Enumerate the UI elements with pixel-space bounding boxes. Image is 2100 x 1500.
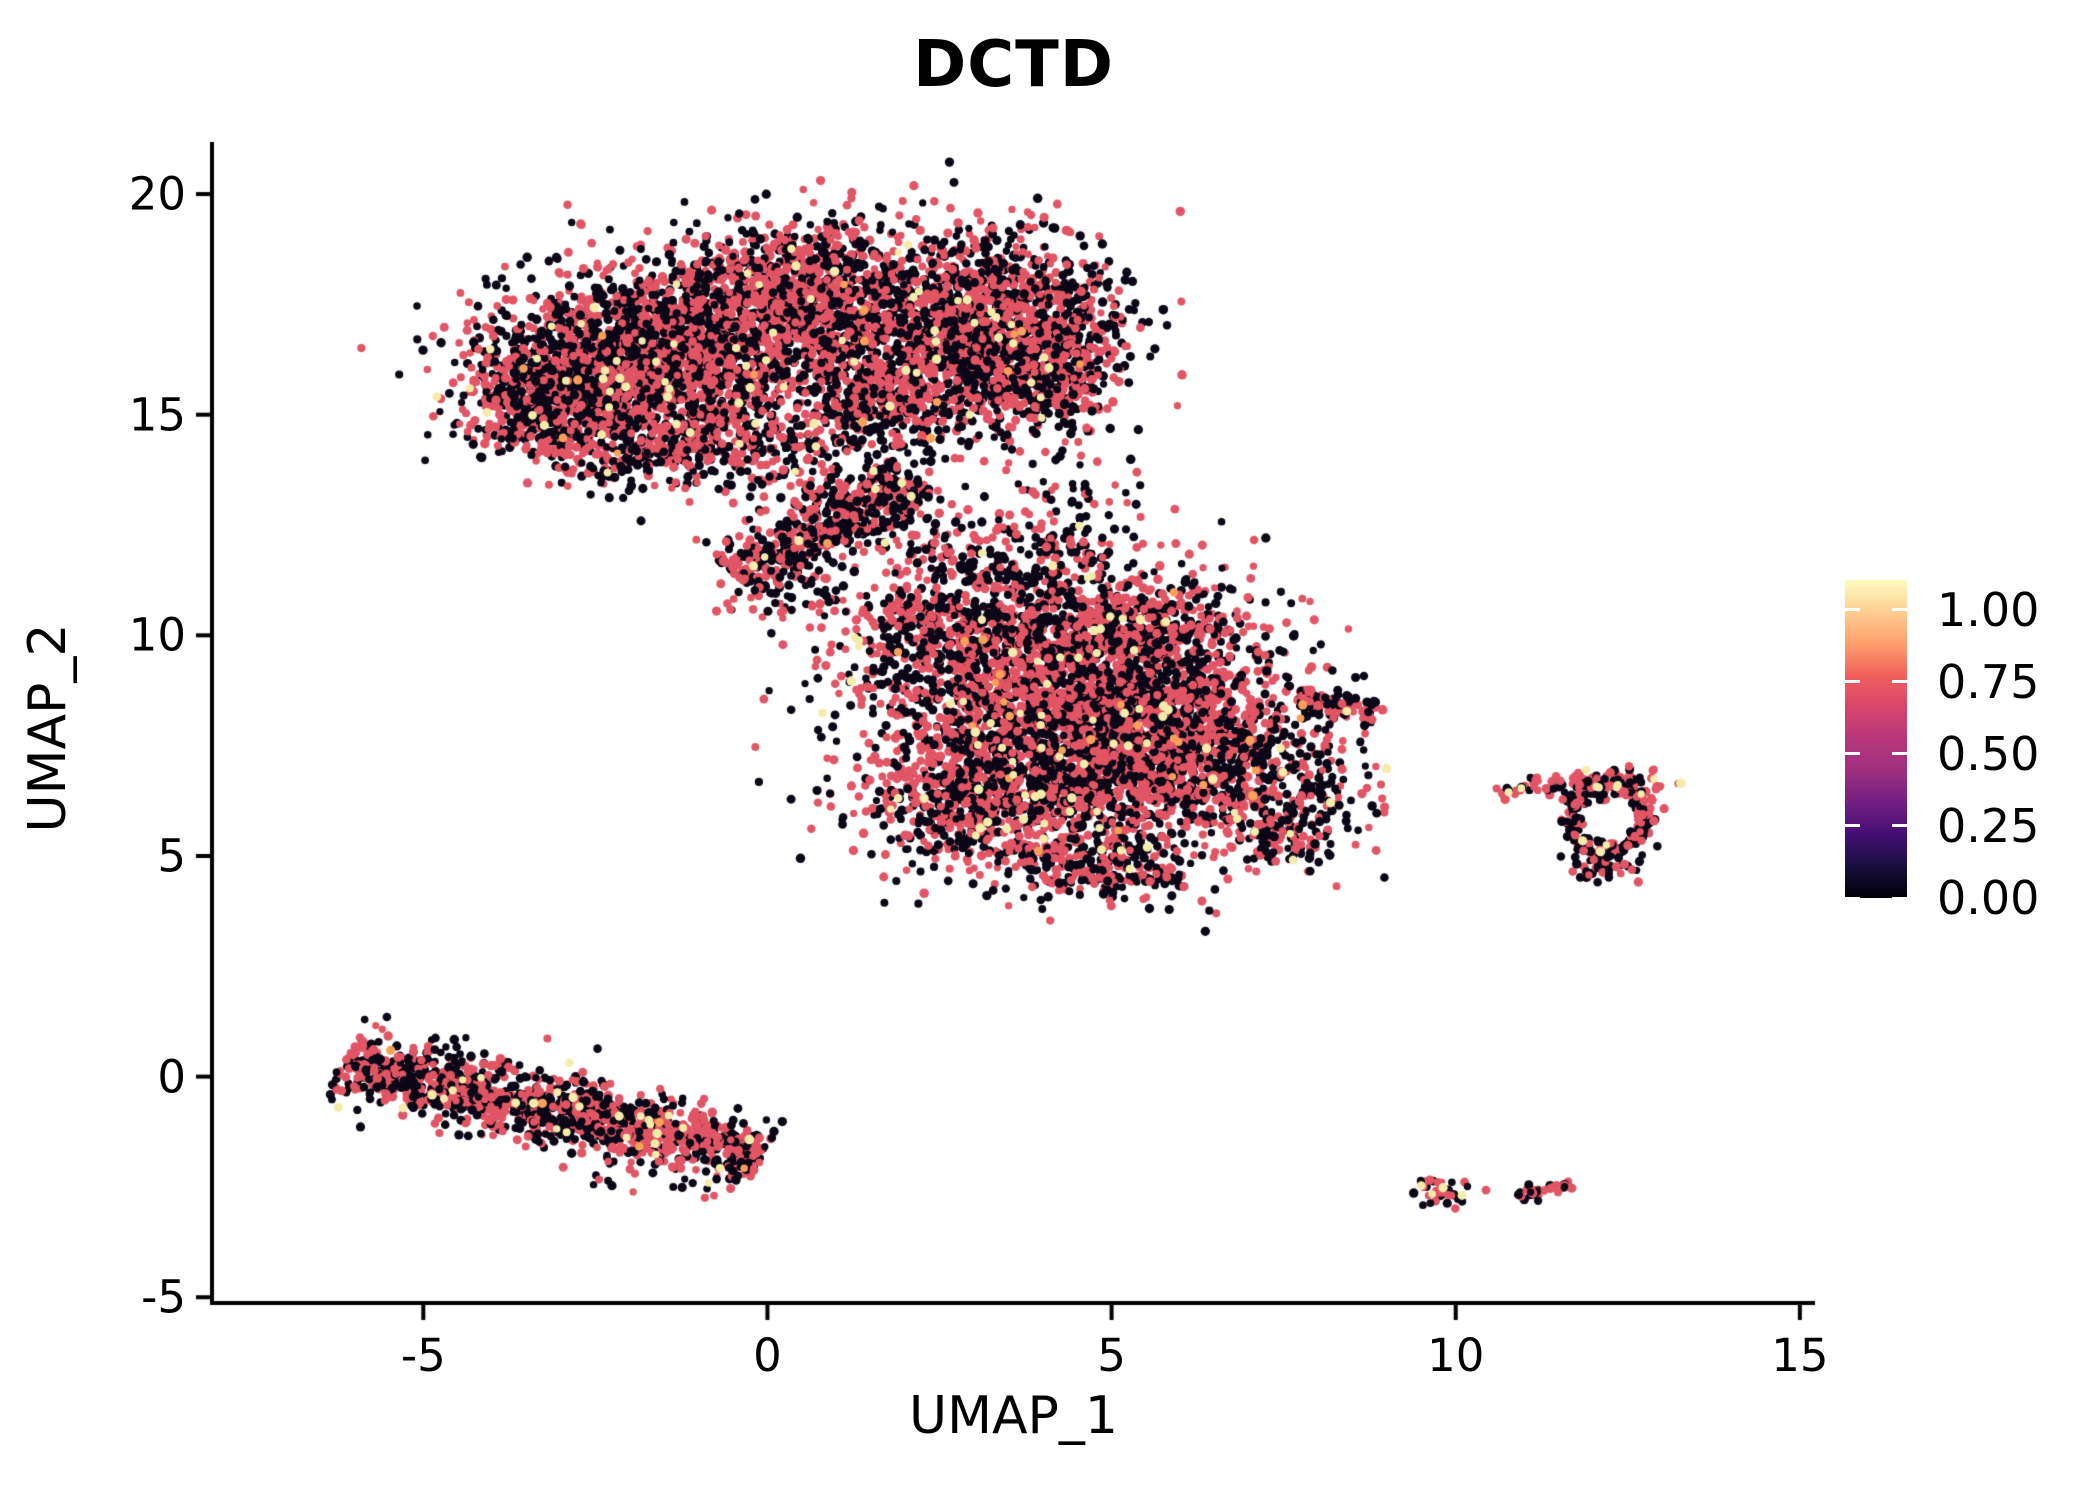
y-tick-label: 5 bbox=[157, 829, 186, 883]
colorbar-tick-mark bbox=[1845, 752, 1860, 756]
colorbar-tick-label: 0.50 bbox=[1937, 726, 2040, 781]
colorbar-tick-mark bbox=[1845, 608, 1860, 612]
colorbar-tick-label: 1.00 bbox=[1937, 582, 2040, 637]
x-tick-label: 0 bbox=[753, 1329, 782, 1382]
colorbar-tick-label: 0.75 bbox=[1937, 654, 2040, 709]
y-tick-label: 0 bbox=[157, 1050, 186, 1104]
y-tick-label: 10 bbox=[128, 608, 186, 662]
colorbar bbox=[1845, 580, 1907, 898]
colorbar-tick-mark bbox=[1892, 752, 1907, 756]
colorbar-tick-mark bbox=[1892, 680, 1907, 684]
y-tick-label: -5 bbox=[141, 1270, 186, 1324]
colorbar-tick-label: 0.00 bbox=[1937, 871, 2040, 925]
colorbar-tick-label: 0.25 bbox=[1937, 798, 2040, 853]
colorbar-tick-mark bbox=[1845, 680, 1860, 684]
colorbar-tick-mark bbox=[1892, 896, 1907, 900]
colorbar-tick-mark bbox=[1845, 896, 1860, 900]
y-axis-label: UMAP_2 bbox=[18, 623, 78, 833]
x-tick-label: 5 bbox=[1097, 1329, 1126, 1382]
colorbar-tick-mark bbox=[1892, 824, 1907, 828]
colorbar-tick-mark bbox=[1892, 608, 1907, 612]
x-axis-label: UMAP_1 bbox=[909, 1386, 1118, 1446]
x-tick-label: 15 bbox=[1771, 1329, 1829, 1382]
colorbar-tick-mark bbox=[1845, 824, 1860, 828]
y-tick-label: 15 bbox=[128, 388, 186, 442]
plot-title: DCTD bbox=[913, 28, 1114, 102]
x-tick-label: -5 bbox=[400, 1329, 446, 1382]
x-tick-label: 10 bbox=[1427, 1329, 1485, 1382]
y-tick-label: 20 bbox=[128, 167, 186, 221]
